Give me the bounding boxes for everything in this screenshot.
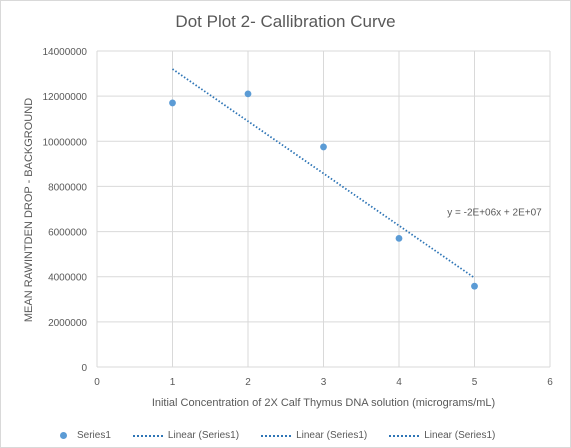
x-tick-label: 0 xyxy=(94,377,100,388)
x-tick-label: 3 xyxy=(321,377,327,388)
y-tick-label: 14000000 xyxy=(43,47,88,58)
y-tick-label: 8000000 xyxy=(48,182,87,193)
series1-marker-icon xyxy=(60,432,67,439)
trendline-equation: y = -2E+06x + 2E+07 xyxy=(447,208,542,219)
dotted-line-icon xyxy=(132,434,163,437)
y-tick-label: 2000000 xyxy=(48,318,87,329)
data-point xyxy=(244,90,252,98)
legend-item-linear-1: Linear (Series1) xyxy=(132,430,240,441)
legend-label: Series1 xyxy=(77,430,111,441)
legend-label: Linear (Series1) xyxy=(424,430,496,441)
x-tick-label: 5 xyxy=(472,377,478,388)
dotted-line-icon xyxy=(389,434,420,437)
y-tick-label: 0 xyxy=(81,363,87,374)
y-tick-label: 10000000 xyxy=(43,137,88,148)
legend-item-linear-2: Linear (Series1) xyxy=(261,430,367,441)
y-tick-label: 6000000 xyxy=(48,228,87,239)
legend: Series1 Linear (Series1) Linear (Series1… xyxy=(60,430,540,441)
x-tick-label: 2 xyxy=(245,377,251,388)
chart-title: Dot Plot 2- Callibration Curve xyxy=(175,12,396,31)
y-tick-label: 12000000 xyxy=(43,92,88,103)
y-tick-label: 4000000 xyxy=(48,273,87,284)
x-tick-label: 6 xyxy=(547,377,553,388)
data-point xyxy=(471,282,478,290)
x-tick-label: 4 xyxy=(396,377,402,388)
x-tick-label: 1 xyxy=(170,377,176,388)
legend-label: Linear (Series1) xyxy=(296,430,368,441)
x-axis-label: Initial Concentration of 2X Calf Thymus … xyxy=(151,397,496,409)
dotted-line-icon xyxy=(261,434,292,437)
legend-item-linear-3: Linear (Series1) xyxy=(389,430,495,441)
legend-item-series1: Series1 xyxy=(60,430,111,441)
legend-label: Linear (Series1) xyxy=(167,430,240,441)
data-point xyxy=(395,234,403,242)
data-point xyxy=(320,143,327,151)
data-point xyxy=(169,99,176,107)
trendline xyxy=(171,68,476,279)
